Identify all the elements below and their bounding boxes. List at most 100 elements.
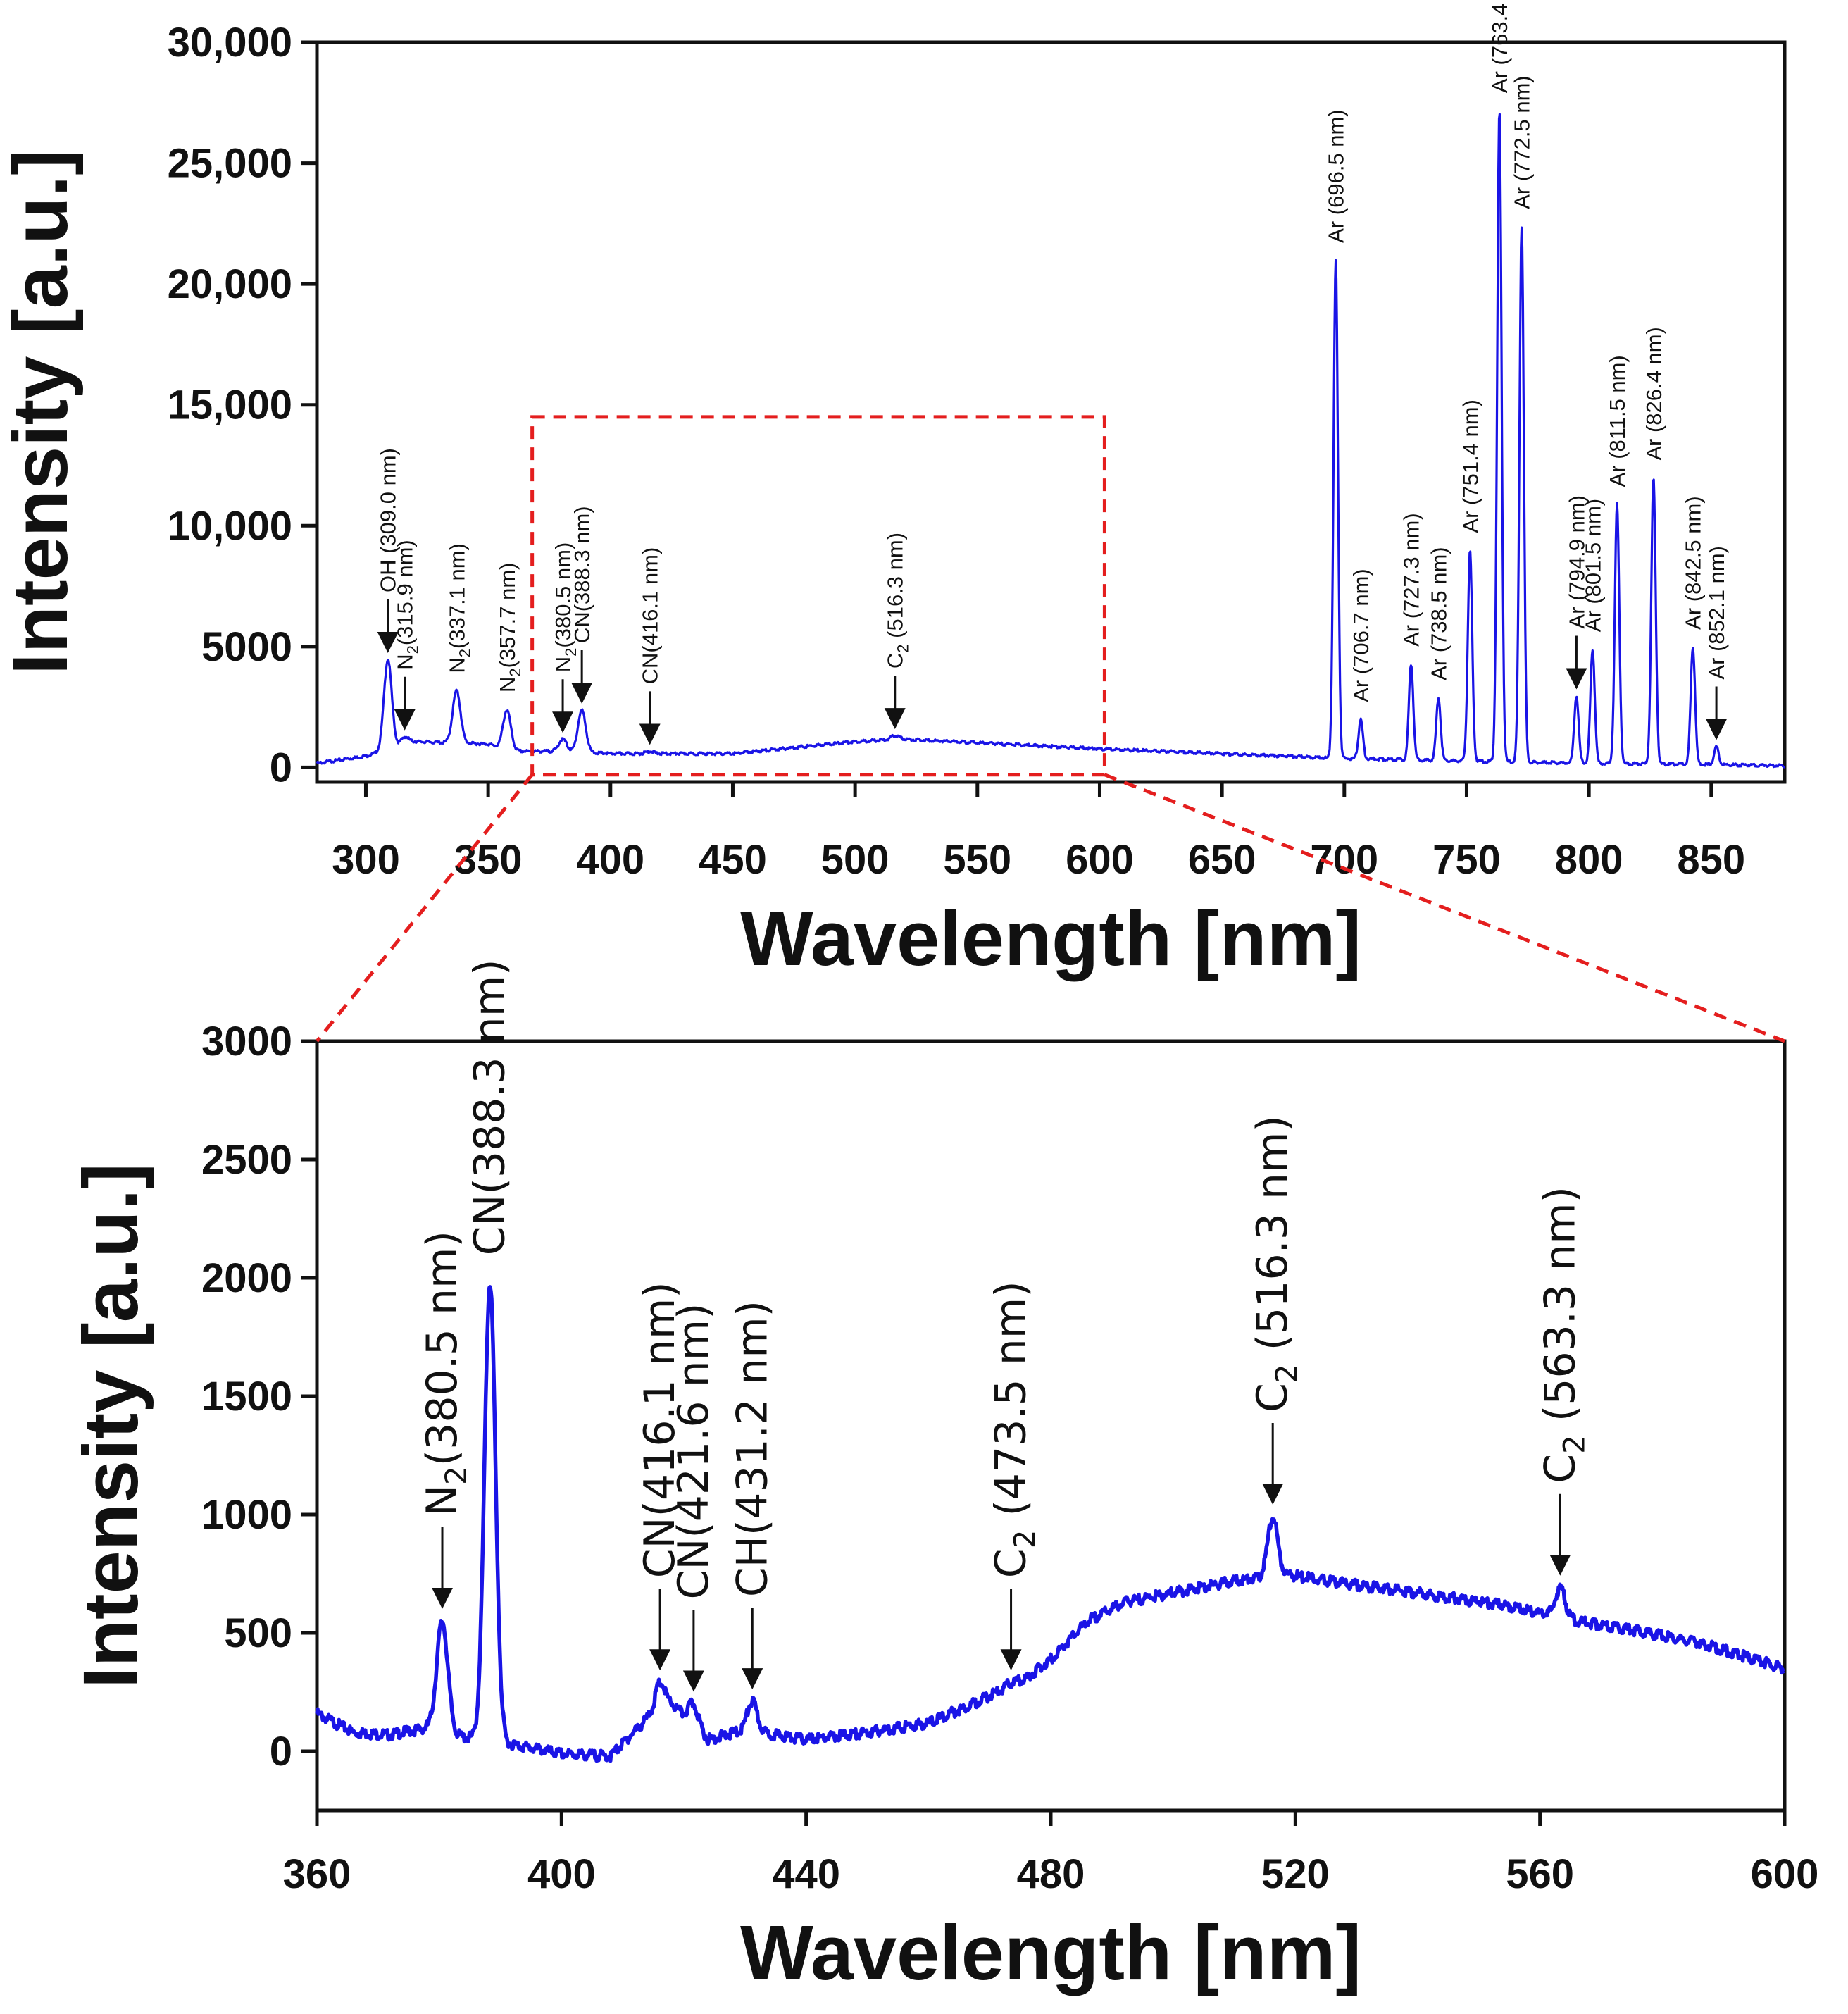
peak-label: C2 (516.3 nm) xyxy=(1248,1115,1304,1412)
peak-label-subscript: 2 xyxy=(456,649,473,657)
peak-label-wavelength: (516.3 nm) xyxy=(883,533,908,645)
x-tick-label: 450 xyxy=(699,837,767,883)
peak-label-species: Ar (706.7 nm) xyxy=(1349,568,1373,702)
peak-label-species: Ar (811.5 nm) xyxy=(1605,355,1630,487)
zoom-connector-left xyxy=(316,773,534,1043)
peak-label: CN(416.1 nm) xyxy=(638,547,663,685)
peak-label: CN(388.3 nm) xyxy=(466,959,515,1255)
peak-label-species: Ar (727.3 nm) xyxy=(1399,513,1424,647)
peak-label-wavelength: (357.7 nm) xyxy=(495,563,520,669)
y-tick-label: 1500 xyxy=(201,1374,292,1419)
peak-label: Ar (826.4 nm) xyxy=(1642,327,1666,461)
y-tick-label: 0 xyxy=(270,1729,292,1774)
x-tick-label: 360 xyxy=(283,1851,351,1897)
peak-label-wavelength: (473.5 nm) xyxy=(987,1281,1036,1529)
peak-label-wavelength: (516.3 nm) xyxy=(1248,1115,1297,1364)
peak-label-wavelength: (337.1 nm) xyxy=(444,543,469,649)
peak-label-subscript: 2 xyxy=(1269,1364,1304,1383)
peak-label-species: Ar (852.1 nm) xyxy=(1704,546,1729,680)
x-tick-label: 600 xyxy=(1066,837,1134,883)
peak-label: N2(315.9 nm) xyxy=(393,540,422,670)
zoomed-spectrum-panel: 360 400 440 480 520 560 600 0 500 1000 1500 2000 250… xyxy=(68,959,1818,1996)
peak-label: C2 (563.3 nm) xyxy=(1535,1186,1591,1484)
x-tick-label: 650 xyxy=(1188,837,1256,883)
y-tick-label: 5000 xyxy=(201,624,292,670)
peak-label: CH(431.2 nm) xyxy=(728,1300,777,1597)
peak-label-subscript: 2 xyxy=(1556,1435,1591,1454)
peak-label-species: Ar (751.4 nm) xyxy=(1458,399,1482,533)
peak-label-species: Ar (738.5 nm) xyxy=(1427,547,1451,680)
peak-label-species: Ar (763.4 nm) xyxy=(1487,0,1512,93)
y-tick-label: 25,000 xyxy=(168,141,292,187)
peak-label: CN(421.6 nm) xyxy=(669,1303,718,1600)
peak-label: Ar (738.5 nm) xyxy=(1427,547,1451,680)
x-tick-label: 520 xyxy=(1261,1851,1330,1897)
top-spectrum-line xyxy=(316,113,1786,769)
peak-label-species: CN(421.6 nm) xyxy=(669,1303,718,1600)
x-tick-label: 480 xyxy=(1017,1851,1085,1897)
top-spectrum-panel: 300 350 400 450 500 550 600 650 700 750 800 8500500… xyxy=(0,0,1787,982)
peak-label-species: N xyxy=(495,677,520,692)
peak-label: Ar (706.7 nm) xyxy=(1349,568,1373,702)
peak-label: C2 (516.3 nm) xyxy=(883,533,912,669)
peak-label-species: CN(388.3 nm) xyxy=(466,959,515,1255)
peak-label-species: Ar (772.5 nm) xyxy=(1510,75,1535,209)
peak-label-subscript: 2 xyxy=(1008,1530,1042,1549)
x-axis-title: Wavelength [nm] xyxy=(740,1910,1361,1996)
peak-label: C2 (473.5 nm) xyxy=(987,1281,1042,1578)
peak-label-species: C xyxy=(1535,1454,1585,1484)
peak-label: Ar (696.5 nm) xyxy=(1324,109,1349,243)
y-tick-label: 500 xyxy=(224,1610,292,1656)
y-tick-label: 10,000 xyxy=(168,503,292,549)
peak-label-species: Ar (801.5 nm) xyxy=(1580,499,1605,633)
y-tick-label: 2000 xyxy=(201,1255,292,1301)
y-tick-label: 30,000 xyxy=(168,20,292,66)
peak-label: Ar (811.5 nm) xyxy=(1605,355,1630,487)
x-tick-label: 800 xyxy=(1555,837,1623,883)
x-tick-label: 550 xyxy=(943,837,1011,883)
peak-label: Ar (852.1 nm) xyxy=(1704,546,1729,680)
y-axis-title: Intensity [a.u.] xyxy=(0,149,84,675)
zoom-connector-right xyxy=(1104,773,1785,1043)
peak-label-subscript: 2 xyxy=(506,668,524,676)
x-axis-title: Wavelength [nm] xyxy=(740,895,1361,982)
peak-label-wavelength: (563.3 nm) xyxy=(1535,1186,1585,1435)
x-tick-label: 750 xyxy=(1432,837,1501,883)
peak-label-species: Ar (696.5 nm) xyxy=(1324,109,1349,243)
peak-label-species: C xyxy=(883,653,908,669)
y-tick-label: 0 xyxy=(270,745,292,790)
peak-label: CN(388.3 nm) xyxy=(570,506,594,643)
x-tick-label: 560 xyxy=(1506,1851,1574,1897)
peak-label: N2(337.1 nm) xyxy=(444,543,473,673)
y-tick-label: 15,000 xyxy=(168,383,292,428)
peak-label: Ar (794.9 nm) xyxy=(1564,495,1589,629)
peak-label: OH (309.0 nm) xyxy=(376,448,401,592)
zoom-region-box xyxy=(530,415,1106,777)
peak-label-species: Ar (842.5 nm) xyxy=(1681,496,1706,630)
x-tick-label: 300 xyxy=(332,837,400,883)
peak-label-species: Ar (826.4 nm) xyxy=(1642,327,1666,461)
x-tick-label: 400 xyxy=(576,837,644,883)
peak-label-wavelength: (380.5 nm) xyxy=(418,1231,467,1466)
peak-label: Ar (763.4 nm) xyxy=(1487,0,1512,93)
x-tick-label: 850 xyxy=(1677,837,1745,883)
peak-label-species: C xyxy=(987,1548,1036,1578)
peak-label: N2(380.5 nm) xyxy=(551,542,580,673)
peak-label-subscript: 2 xyxy=(894,644,912,652)
zoom-connector-lines xyxy=(316,773,1785,1043)
y-tick-label: 2500 xyxy=(201,1137,292,1183)
peak-label-species: OH (309.0 nm) xyxy=(376,448,401,592)
peak-label: Ar (727.3 nm) xyxy=(1399,513,1424,647)
x-tick-label: 600 xyxy=(1751,1851,1819,1897)
peak-label-species: CN(416.1 nm) xyxy=(635,1281,685,1578)
peak-label-species: CH(431.2 nm) xyxy=(728,1300,777,1597)
bottom-spectrum-line xyxy=(315,1285,1785,1763)
peak-label-wavelength: (315.9 nm) xyxy=(393,540,418,645)
peak-label: Ar (842.5 nm) xyxy=(1681,496,1706,630)
peak-label-species: N xyxy=(418,1485,467,1517)
peak-label: Ar (801.5 nm) xyxy=(1580,499,1605,633)
peak-label: CN(416.1 nm) xyxy=(635,1281,685,1578)
x-tick-label: 700 xyxy=(1310,837,1378,883)
y-tick-label: 1000 xyxy=(201,1492,292,1538)
